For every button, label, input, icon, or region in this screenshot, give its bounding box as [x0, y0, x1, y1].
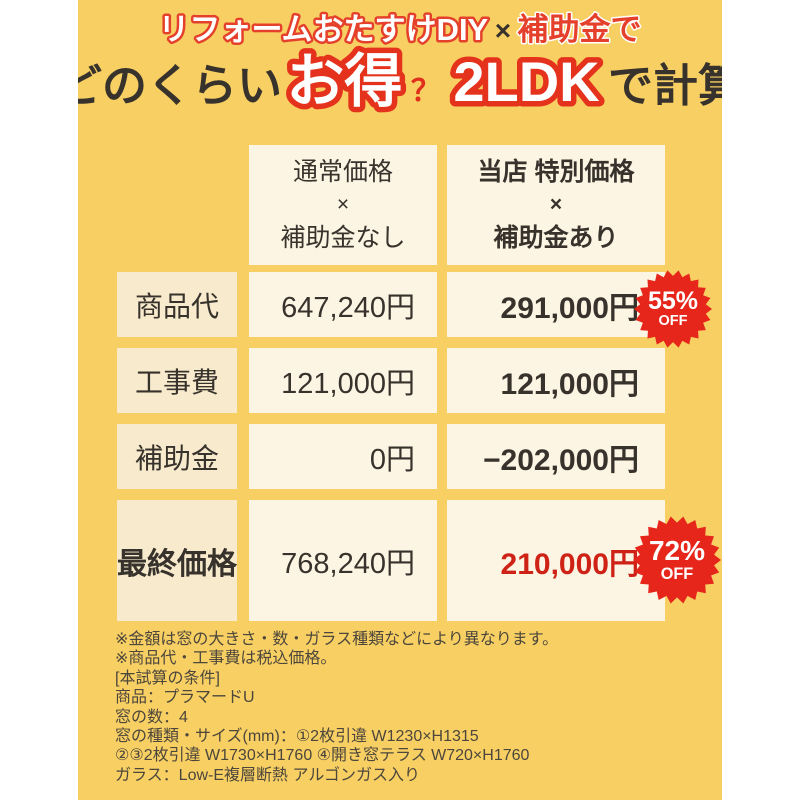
discount-badge-55-off: 55% OFF [634, 270, 712, 348]
column-header-normal-price: 通常価格 × 補助金なし [249, 145, 437, 265]
note-window-count: 窓の数：4 [115, 708, 188, 726]
row-label-final-price: 最終価格 [117, 500, 237, 621]
header-special-line3: 補助金あり [493, 224, 619, 252]
title-line-2: どのくらい お得 ？ 2LDK で計算 [78, 49, 722, 114]
final-price-special: 210,000円 [447, 500, 665, 621]
note-conditions-heading: [本試算の条件] [115, 669, 220, 687]
row-label-construction-cost: 工事費 [117, 348, 237, 413]
badge-55-text: 55% OFF [647, 286, 699, 330]
note-window-type-size-2: ②③2枚引違 W1730×H1760 ④開き窓テラス W720×H1760 [115, 747, 530, 765]
construction-cost-special: 121,000円 [447, 348, 665, 413]
title-line-1: リフォームおたすけDIY × 補助金で [158, 12, 641, 47]
title-line1-part2: 補助金で [517, 12, 642, 47]
header-normal-line1: 通常価格 [292, 158, 393, 186]
discount-badge-72-off: 72% OFF [633, 516, 721, 604]
title-highlight-2ldk: 2LDK [453, 50, 599, 113]
subsidy-special: −202,000円 [447, 424, 665, 489]
badge-72-percent: 72% [648, 535, 706, 567]
row-label-product-cost: 商品代 [117, 272, 237, 337]
header-special-times: × [549, 193, 563, 216]
subsidy-normal: 0円 [249, 424, 437, 489]
product-cost-normal: 647,240円 [249, 272, 437, 337]
row-label-subsidy: 補助金 [117, 424, 237, 489]
fine-print-notes: ※金額は窓の大きさ・数・ガラス種類などにより異なります。 ※商品代・工事費は税込… [115, 630, 705, 785]
final-price-normal: 768,240円 [249, 500, 437, 621]
title-line1-part1: リフォームおたすけDIY [158, 12, 488, 47]
note-product: 商品：プラマードU [115, 689, 255, 707]
construction-cost-normal: 121,000円 [249, 348, 437, 413]
title-times-symbol: × [495, 15, 511, 46]
title-line2-part2: で計算 [608, 60, 722, 111]
note-window-type-size-1: 窓の種類・サイズ(mm)：①2枚引違 W1230×H1315 [115, 728, 479, 746]
badge-72-off-label: OFF [660, 565, 694, 583]
badge-55-percent: 55% [647, 286, 699, 315]
flyer-content-area: リフォームおたすけDIY × 補助金で どのくらい お得 ？ 2LDK で計算 … [78, 0, 722, 800]
badge-72-text: 72% OFF [649, 537, 705, 582]
product-cost-special: 291,000円 [447, 272, 665, 337]
title-banner: リフォームおたすけDIY × 補助金で どのくらい お得 ？ 2LDK で計算 [78, 10, 722, 120]
title-question-mark: ？ [411, 75, 441, 108]
header-normal-times: × [336, 193, 350, 216]
column-header-special-price: 当店 特別価格 × 補助金あり [447, 145, 665, 265]
title-highlight-otoku: お得 [286, 49, 402, 114]
header-special-line1: 当店 特別価格 [477, 158, 635, 186]
note-glass-type: ガラス：Low-E複層断熱 アルゴンガス入り [115, 766, 420, 784]
badge-55-off-label: OFF [658, 313, 688, 330]
note-tax-included: ※商品代・工事費は税込価格。 [115, 650, 337, 668]
title-line2-part1: どのくらい [78, 60, 282, 111]
note-amount-varies: ※金額は窓の大きさ・数・ガラス種類などにより異なります。 [115, 631, 559, 648]
header-normal-line3: 補助金なし [280, 224, 406, 252]
